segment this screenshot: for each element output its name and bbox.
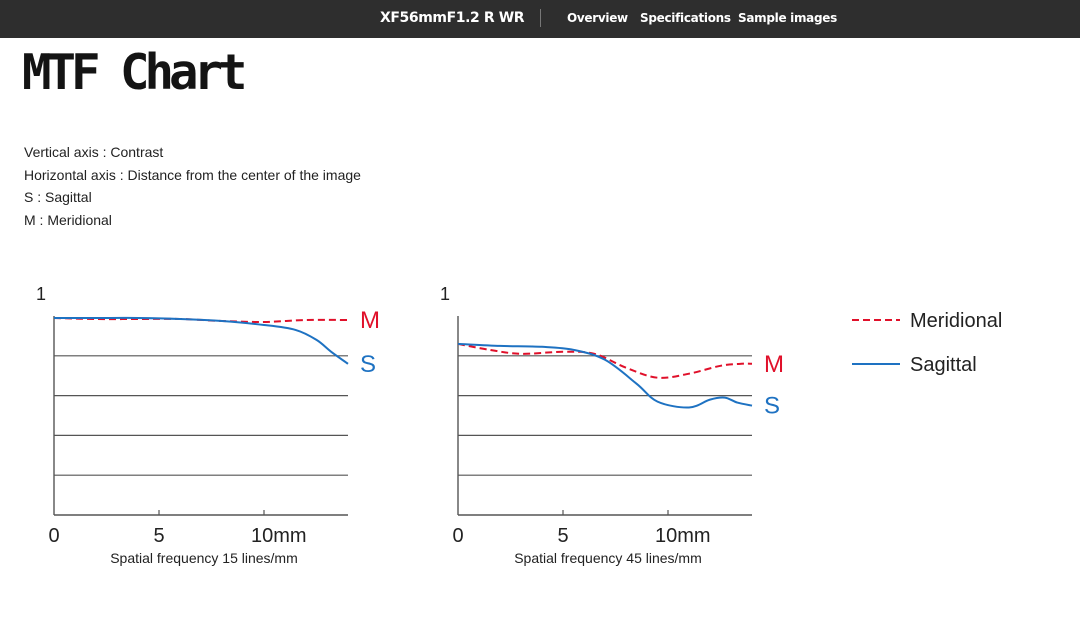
product-name[interactable]: XF56mmF1.2 R WR	[380, 10, 525, 26]
nav-link-sample-images[interactable]: Sample images	[738, 11, 837, 25]
x-tick-label: 5	[153, 525, 164, 547]
chart-description: Vertical axis : Contrast Horizontal axis…	[24, 141, 361, 231]
meridional-series-line	[457, 342, 753, 379]
x-tick-label: 0	[48, 525, 59, 547]
meridional-series-label: M	[764, 351, 784, 378]
description-vertical-axis: Vertical axis : Contrast	[24, 144, 164, 160]
description-horizontal-axis: Horizontal axis : Distance from the cent…	[24, 166, 361, 183]
sagittal-series-line	[54, 316, 349, 365]
sagittal-series-line	[457, 342, 753, 409]
description-meridional: M : Meridional	[24, 211, 112, 228]
description-sagittal: S : Sagittal	[24, 189, 92, 205]
legend-sagittal-label: Sagittal	[910, 354, 977, 376]
top-navigation-bar: XF56mmF1.2 R WR Overview Specifications …	[0, 0, 1080, 38]
legend-meridional-label: Meridional	[910, 310, 1002, 332]
sagittal-series-label: S	[360, 351, 376, 378]
x-tick-label: 10mm	[655, 525, 711, 547]
legend: Meridional Sagittal	[852, 310, 1002, 376]
chart-caption: Spatial frequency 15 lines/mm	[110, 550, 298, 566]
y-axis-top-label: 1	[440, 284, 450, 304]
mtf-chart-45: 1 0 5 10mm Spatial frequency 45 lines/mm MS	[440, 284, 784, 566]
sagittal-series-label: S	[764, 393, 780, 420]
page-title: MTF Chart	[22, 44, 248, 101]
chart-caption: Spatial frequency 45 lines/mm	[514, 550, 702, 566]
meridional-series-label: M	[360, 307, 380, 334]
x-tick-label: 5	[557, 525, 568, 547]
mtf-chart-15: 1 0 5 10mm Spatial frequency 15 lines/mm MS	[36, 284, 380, 566]
nav-link-overview[interactable]: Overview	[567, 11, 628, 25]
x-tick-label: 0	[452, 525, 463, 547]
nav-divider	[540, 9, 541, 27]
nav-link-specifications[interactable]: Specifications	[640, 11, 731, 25]
x-tick-label: 10mm	[251, 525, 307, 547]
y-axis-top-label: 1	[36, 284, 46, 304]
